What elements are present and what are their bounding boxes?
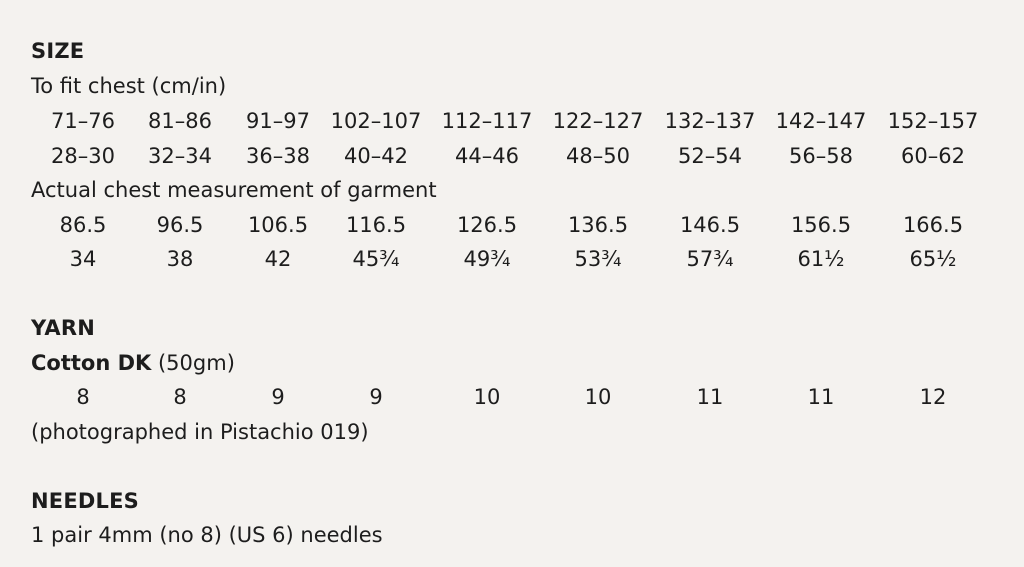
size-cell: 91–97 xyxy=(246,109,310,133)
size-cell: 112–117 xyxy=(441,109,533,133)
fit-chest-cm-row: 71–76 81–86 91–97 102–107 112–117 122–12… xyxy=(0,108,1024,134)
measurement-cell: 166.5 xyxy=(902,213,964,237)
measurement-cell: 53¾ xyxy=(574,247,622,271)
measurement-cell: 146.5 xyxy=(679,213,741,237)
size-heading: SIZE xyxy=(31,39,85,63)
size-cell: 71–76 xyxy=(51,109,115,133)
yarn-quantity-cell: 9 xyxy=(271,385,285,409)
measurement-cell: 86.5 xyxy=(59,213,107,237)
measurement-cell: 156.5 xyxy=(790,213,852,237)
yarn-quantity-cell: 8 xyxy=(173,385,187,409)
yarn-note: (photographed in Pistachio 019) xyxy=(31,420,369,444)
size-cell: 102–107 xyxy=(330,109,422,133)
size-cell: 52–54 xyxy=(678,144,742,168)
size-cell: 32–34 xyxy=(148,144,212,168)
measurement-cell: 42 xyxy=(264,247,292,271)
yarn-heading: YARN xyxy=(31,316,95,340)
yarn-quantity-row: 8 8 9 9 10 10 11 11 12 xyxy=(0,384,1024,410)
actual-chest-label: Actual chest measurement of garment xyxy=(31,178,437,202)
yarn-name: Cotton DK xyxy=(31,351,152,375)
size-cell: 60–62 xyxy=(901,144,965,168)
measurement-cell: 106.5 xyxy=(247,213,309,237)
measurement-cell: 49¾ xyxy=(463,247,511,271)
yarn-quantity-cell: 10 xyxy=(584,385,612,409)
fit-chest-in-row: 28–30 32–34 36–38 40–42 44–46 48–50 52–5… xyxy=(0,143,1024,169)
size-cell: 81–86 xyxy=(148,109,212,133)
yarn-quantity-cell: 10 xyxy=(473,385,501,409)
needles-text: 1 pair 4mm (no 8) (US 6) needles xyxy=(31,523,383,547)
size-cell: 56–58 xyxy=(789,144,853,168)
yarn-quantity-cell: 8 xyxy=(76,385,90,409)
measurement-cell: 45¾ xyxy=(352,247,400,271)
size-cell: 40–42 xyxy=(344,144,408,168)
size-cell: 152–157 xyxy=(887,109,979,133)
measurement-cell: 57¾ xyxy=(686,247,734,271)
size-cell: 142–147 xyxy=(775,109,867,133)
measurement-cell: 96.5 xyxy=(156,213,204,237)
measurement-cell: 34 xyxy=(69,247,97,271)
size-cell: 132–137 xyxy=(664,109,756,133)
yarn-quantity-cell: 9 xyxy=(369,385,383,409)
yarn-weight: (50gm) xyxy=(151,351,235,375)
measurement-cell: 116.5 xyxy=(345,213,407,237)
yarn-quantity-cell: 12 xyxy=(919,385,947,409)
measurement-cell: 136.5 xyxy=(567,213,629,237)
needles-heading: NEEDLES xyxy=(31,489,139,513)
actual-chest-cm-row: 86.5 96.5 106.5 116.5 126.5 136.5 146.5 … xyxy=(0,212,1024,238)
size-cell: 122–127 xyxy=(552,109,644,133)
size-cell: 48–50 xyxy=(566,144,630,168)
measurement-cell: 126.5 xyxy=(456,213,518,237)
yarn-quantity-cell: 11 xyxy=(807,385,835,409)
measurement-cell: 38 xyxy=(166,247,194,271)
size-cell: 44–46 xyxy=(455,144,519,168)
actual-chest-in-row: 34 38 42 45¾ 49¾ 53¾ 57¾ 61½ 65½ xyxy=(0,246,1024,272)
fit-chest-label: To fit chest (cm/in) xyxy=(31,74,227,98)
size-cell: 36–38 xyxy=(246,144,310,168)
measurement-cell: 65½ xyxy=(909,247,957,271)
yarn-line: Cotton DK (50gm) xyxy=(31,350,235,376)
measurement-cell: 61½ xyxy=(797,247,845,271)
yarn-quantity-cell: 11 xyxy=(696,385,724,409)
size-cell: 28–30 xyxy=(51,144,115,168)
